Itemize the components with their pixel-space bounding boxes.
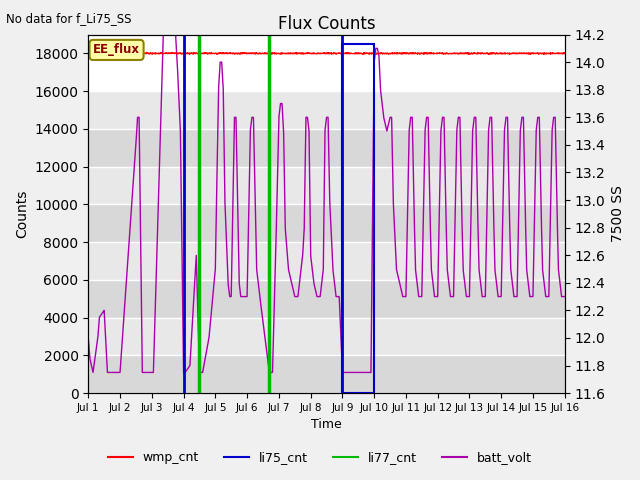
Bar	[88, 242, 564, 280]
Bar	[88, 91, 564, 129]
Bar	[88, 129, 564, 167]
X-axis label: Time: Time	[311, 419, 342, 432]
Title: Flux Counts: Flux Counts	[278, 15, 375, 33]
Bar	[88, 355, 564, 393]
Legend: wmp_cnt, li75_cnt, li77_cnt, batt_volt: wmp_cnt, li75_cnt, li77_cnt, batt_volt	[103, 446, 537, 469]
Bar	[88, 280, 564, 318]
Bar	[342, 44, 374, 393]
Y-axis label: Counts: Counts	[15, 190, 29, 238]
Bar	[88, 204, 564, 242]
Y-axis label: 7500 SS: 7500 SS	[611, 185, 625, 242]
Bar	[88, 318, 564, 355]
Text: EE_flux: EE_flux	[93, 43, 140, 57]
Bar	[88, 167, 564, 204]
Text: No data for f_Li75_SS: No data for f_Li75_SS	[6, 12, 132, 25]
